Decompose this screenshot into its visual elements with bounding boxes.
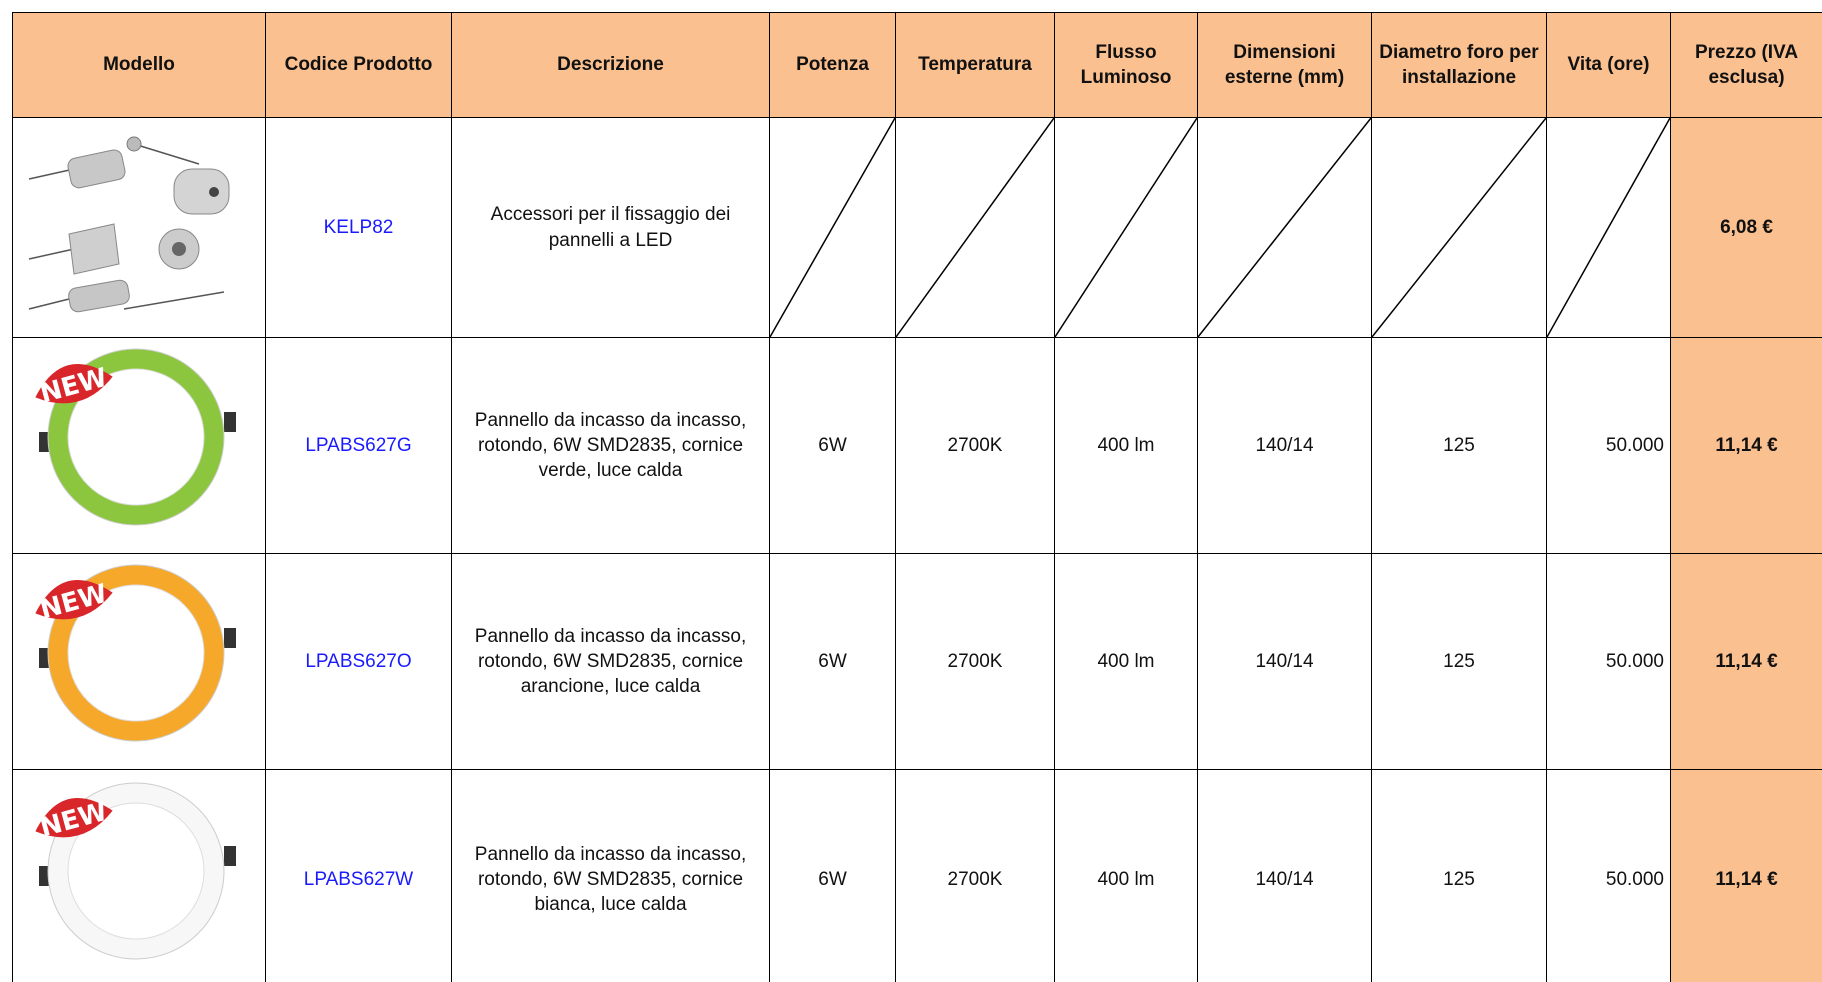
column-header: Descrizione	[451, 12, 770, 118]
hole-cell: 125	[1371, 337, 1547, 554]
life-cell: 50.000	[1546, 553, 1671, 770]
panel-image: NEW	[35, 782, 236, 960]
empty-cell	[1054, 117, 1198, 338]
price-table-wrap: Modello Codice Prodotto Descrizione Potenza…	[12, 12, 1822, 982]
diagonal-line	[1055, 118, 1197, 337]
table-row: NEW LPABS627O Pannello da incasso da incas…	[12, 553, 1822, 770]
column-header: Flusso Luminoso	[1054, 12, 1198, 118]
column-header: Codice Prodotto	[265, 12, 452, 118]
power-cell: 6W	[769, 553, 896, 770]
panel-image: NEW	[35, 564, 236, 742]
column-header: Potenza	[769, 12, 896, 118]
diagonal	[1547, 118, 1670, 337]
column-header: Prezzo (IVA esclusa)	[1670, 12, 1822, 118]
column-header: Modello	[12, 12, 266, 118]
flux-cell: 400 lm	[1054, 553, 1198, 770]
description: Pannello da incasso da incasso, rotondo,…	[451, 769, 770, 982]
price: 11,14 €	[1670, 769, 1822, 982]
column-header: Temperatura	[895, 12, 1055, 118]
dimensions-cell: 140/14	[1197, 553, 1372, 770]
diagonal-line	[770, 118, 895, 337]
temperature-cell: 2700K	[895, 553, 1055, 770]
diagonal-line	[1547, 118, 1670, 337]
product-code: LPABS627O	[265, 553, 452, 770]
diagonal-line	[896, 118, 1054, 337]
diagonal-line	[1372, 118, 1546, 337]
model-cell: NEW	[12, 769, 266, 982]
empty-cell	[895, 117, 1055, 338]
dimensions-cell: 140/14	[1197, 337, 1372, 554]
power-cell: 6W	[769, 337, 896, 554]
panel-image: NEW	[35, 348, 236, 526]
price: 11,14 €	[1670, 553, 1822, 770]
hole-cell: 125	[1371, 769, 1547, 982]
empty-cell	[1197, 117, 1372, 338]
flux-cell: 400 lm	[1054, 337, 1198, 554]
model-cell: NEW	[12, 553, 266, 770]
product-code: LPABS627W	[265, 769, 452, 982]
model-cell: NEW	[12, 337, 266, 554]
empty-cell	[1371, 117, 1547, 338]
accessories-image	[28, 136, 230, 313]
header-row: Modello Codice Prodotto Descrizione Potenza…	[12, 12, 1822, 118]
table-body: KELP82 Accessori per il fissaggio dei pan…	[12, 117, 1822, 982]
description: Pannello da incasso da incasso, rotondo,…	[451, 553, 770, 770]
table-row: NEW LPABS627G Pannello da incasso da incas…	[12, 337, 1822, 554]
temperature-cell: 2700K	[895, 769, 1055, 982]
diagonal	[896, 118, 1054, 337]
empty-cell	[1546, 117, 1671, 338]
diagonal	[1055, 118, 1197, 337]
table-row: NEW LPABS627W Pannello da incasso da incas…	[12, 769, 1822, 982]
table-row: KELP82 Accessori per il fissaggio dei pan…	[12, 117, 1822, 338]
price: 6,08 €	[1670, 117, 1822, 338]
diagonal	[770, 118, 895, 337]
price-table: Modello Codice Prodotto Descrizione Potenza…	[12, 12, 1822, 982]
model-cell	[12, 117, 266, 338]
diagonal	[1198, 118, 1371, 337]
column-header: Vita (ore)	[1546, 12, 1671, 118]
product-code: LPABS627G	[265, 337, 452, 554]
temperature-cell: 2700K	[895, 337, 1055, 554]
power-cell: 6W	[769, 769, 896, 982]
column-header: Diametro foro per installazione	[1371, 12, 1547, 118]
hole-cell: 125	[1371, 553, 1547, 770]
product-code: KELP82	[265, 117, 452, 338]
empty-cell	[769, 117, 896, 338]
dimensions-cell: 140/14	[1197, 769, 1372, 982]
life-cell: 50.000	[1546, 337, 1671, 554]
price: 11,14 €	[1670, 337, 1822, 554]
flux-cell: 400 lm	[1054, 769, 1198, 982]
diagonal	[1372, 118, 1546, 337]
column-header: Dimensioni esterne (mm)	[1197, 12, 1372, 118]
description: Pannello da incasso da incasso, rotondo,…	[451, 337, 770, 554]
life-cell: 50.000	[1546, 769, 1671, 982]
description: Accessori per il fissaggio dei pannelli …	[451, 117, 770, 338]
diagonal-line	[1198, 118, 1371, 337]
